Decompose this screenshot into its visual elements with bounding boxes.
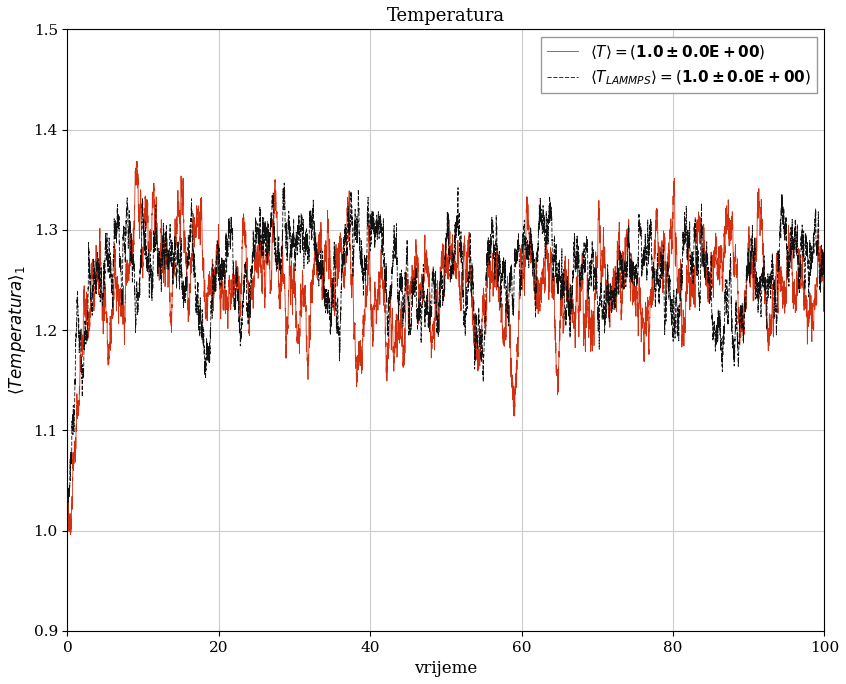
$\langle T_{LAMMPS} \rangle = (\mathbf{1.0 \pm 0.0E+00})$ [211, 274, 221, 282]
$\langle T_{LAMMPS} \rangle = (\mathbf{1.0 \pm 0.0E+00})$ [66, 456, 76, 464]
Title: Temperatura: Temperatura [387, 7, 505, 25]
X-axis label: vrijeme: vrijeme [415, 660, 478, 677]
$\langle T \rangle = (\mathbf{1.0 \pm 0.0E+00})$ [131, 157, 141, 166]
$\langle T \rangle = (\mathbf{1.0 \pm 0.0E+00})$ [63, 526, 73, 534]
$\langle T \rangle = (\mathbf{1.0 \pm 0.0E+00})$ [432, 282, 442, 290]
$\langle T \rangle = (\mathbf{1.0 \pm 0.0E+00})$ [820, 293, 830, 301]
$\langle T \rangle = (\mathbf{1.0 \pm 0.0E+00})$ [66, 528, 76, 536]
$\langle T_{LAMMPS} \rangle = (\mathbf{1.0 \pm 0.0E+00})$ [94, 267, 104, 275]
$\langle T_{LAMMPS} \rangle = (\mathbf{1.0 \pm 0.0E+00})$ [279, 179, 289, 187]
$\langle T \rangle = (\mathbf{1.0 \pm 0.0E+00})$ [211, 253, 221, 261]
$\langle T_{LAMMPS} \rangle = (\mathbf{1.0 \pm 0.0E+00})$ [107, 296, 118, 304]
$\langle T \rangle = (\mathbf{1.0 \pm 0.0E+00})$ [65, 531, 75, 539]
$\langle T_{LAMMPS} \rangle = (\mathbf{1.0 \pm 0.0E+00})$ [820, 274, 830, 282]
Line: $\langle T_{LAMMPS} \rangle = (\mathbf{1.0 \pm 0.0E+00})$: $\langle T_{LAMMPS} \rangle = (\mathbf{1… [68, 183, 825, 531]
$\langle T \rangle = (\mathbf{1.0 \pm 0.0E+00})$ [779, 280, 789, 288]
$\langle T \rangle = (\mathbf{1.0 \pm 0.0E+00})$ [107, 311, 118, 319]
Legend: $\langle T \rangle = (\mathbf{1.0 \pm 0.0E+00})$, $\langle T_{LAMMPS} \rangle = : $\langle T \rangle = (\mathbf{1.0 \pm 0.… [541, 37, 816, 93]
$\langle T_{LAMMPS} \rangle = (\mathbf{1.0 \pm 0.0E+00})$ [432, 311, 442, 319]
$\langle T_{LAMMPS} \rangle = (\mathbf{1.0 \pm 0.0E+00})$ [779, 224, 789, 233]
$\langle T_{LAMMPS} \rangle = (\mathbf{1.0 \pm 0.0E+00})$ [63, 527, 73, 535]
$\langle T \rangle = (\mathbf{1.0 \pm 0.0E+00})$ [94, 285, 104, 293]
Line: $\langle T \rangle = (\mathbf{1.0 \pm 0.0E+00})$: $\langle T \rangle = (\mathbf{1.0 \pm 0.… [68, 161, 825, 535]
Y-axis label: $\langle Temperatura \rangle_1$: $\langle Temperatura \rangle_1$ [7, 265, 28, 395]
